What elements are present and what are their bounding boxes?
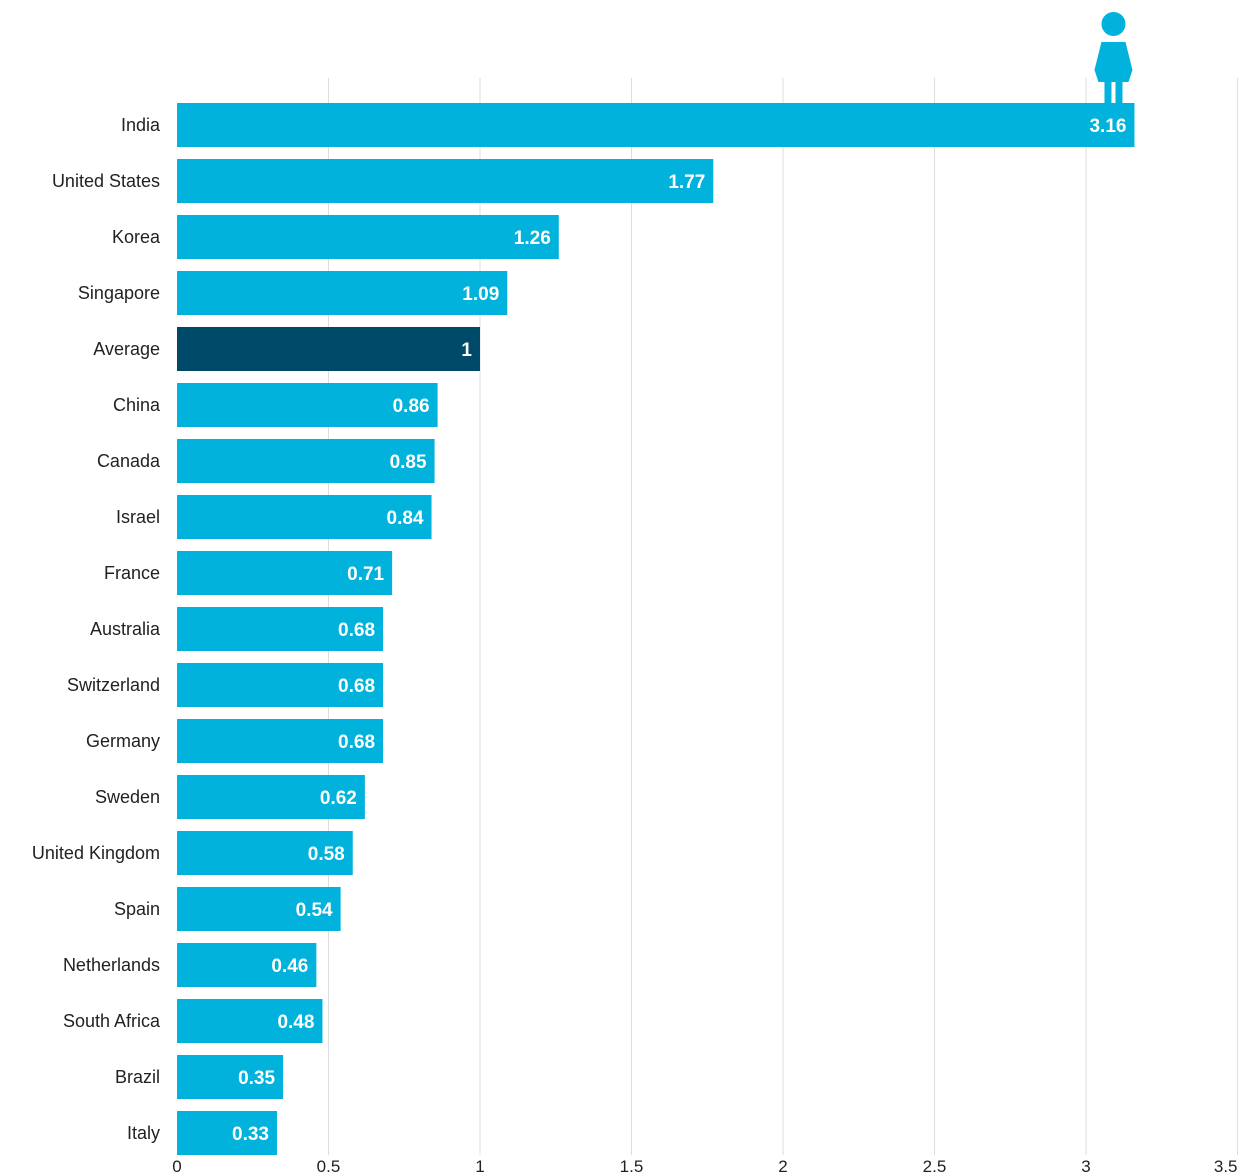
person-leg <box>1104 80 1112 104</box>
x-tick-label: 3 <box>1081 1157 1090 1176</box>
bar <box>177 607 384 651</box>
category-labels: India United States Korea Singapore Average C… <box>32 115 161 1143</box>
value-label: 0.68 <box>338 676 375 697</box>
value-label: 0.85 <box>390 452 427 473</box>
x-tick-label: 3.5 <box>1214 1157 1238 1176</box>
category-label: France <box>104 563 160 583</box>
bars <box>177 103 1135 1155</box>
category-label: Switzerland <box>67 675 160 695</box>
category-label: Italy <box>127 1123 160 1143</box>
bar <box>177 215 559 259</box>
value-label: 0.84 <box>387 508 424 529</box>
value-label: 0.58 <box>308 844 345 865</box>
x-tick-label: 2 <box>778 1157 787 1176</box>
category-label: Singapore <box>78 283 160 303</box>
x-tick-label: 2.5 <box>923 1157 947 1176</box>
value-label: 0.71 <box>347 564 384 585</box>
bar <box>177 775 365 819</box>
bar <box>177 439 435 483</box>
category-label: Spain <box>114 899 160 919</box>
category-label: United Kingdom <box>32 843 160 863</box>
category-label: Average <box>93 339 160 359</box>
bar <box>177 663 384 707</box>
x-tick-label: 0 <box>172 1157 181 1176</box>
category-label: Australia <box>90 619 161 639</box>
x-tick-label: 0.5 <box>317 1157 341 1176</box>
bar <box>177 327 480 371</box>
bar <box>177 1111 277 1155</box>
bar <box>177 383 438 427</box>
category-label: China <box>113 395 161 415</box>
bar <box>177 551 393 595</box>
value-label: 1.26 <box>514 228 551 249</box>
value-label: 0.48 <box>277 1012 314 1033</box>
x-tick-label: 1.5 <box>620 1157 644 1176</box>
value-label: 1.09 <box>462 284 499 305</box>
x-tick-label: 1 <box>475 1157 484 1176</box>
value-label: 0.86 <box>393 396 430 417</box>
value-label: 0.46 <box>271 956 308 977</box>
value-labels: 3.16 1.77 1.26 1.09 1 0.86 0.85 0.84 0.71 0.68 0.6… <box>232 116 1126 1145</box>
bar <box>177 1055 284 1099</box>
value-label: 1 <box>461 340 472 361</box>
value-label: 0.54 <box>296 900 333 921</box>
bar <box>177 719 384 763</box>
person-dress <box>1094 42 1133 82</box>
category-label: Korea <box>112 227 161 247</box>
category-label: United States <box>52 171 160 191</box>
category-label: Netherlands <box>63 955 160 975</box>
value-label: 0.68 <box>338 732 375 753</box>
category-label: Brazil <box>115 1067 160 1087</box>
value-label: 0.35 <box>238 1068 275 1089</box>
bar <box>177 887 341 931</box>
value-label: 3.16 <box>1089 116 1126 137</box>
value-label: 1.77 <box>668 172 705 193</box>
person-leg <box>1115 80 1123 104</box>
value-label: 0.33 <box>232 1124 269 1145</box>
bar <box>177 103 1135 147</box>
category-label: Israel <box>116 507 160 527</box>
bar <box>177 495 432 539</box>
category-label: Sweden <box>95 787 160 807</box>
bar <box>177 999 323 1043</box>
category-label: South Africa <box>63 1011 161 1031</box>
category-label: Germany <box>86 731 160 751</box>
bar <box>177 831 353 875</box>
person-icon <box>1094 12 1133 104</box>
bar <box>177 943 317 987</box>
category-label: India <box>121 115 161 135</box>
value-label: 0.68 <box>338 620 375 641</box>
value-label: 0.62 <box>320 788 357 809</box>
x-axis-ticks: 0 0.5 1 1.5 2 2.5 3 3.5 <box>172 1157 1237 1176</box>
bar <box>177 159 714 203</box>
category-label: Canada <box>97 451 161 471</box>
person-head <box>1101 12 1126 36</box>
bar <box>177 271 508 315</box>
